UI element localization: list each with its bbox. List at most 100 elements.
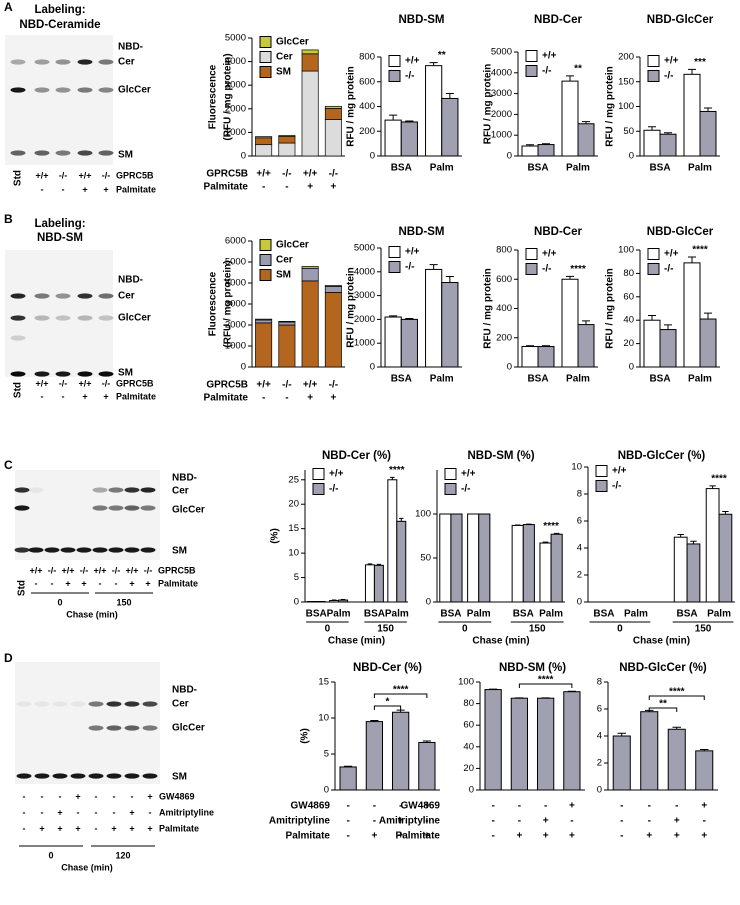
y-tick-label: 8 — [597, 677, 602, 688]
legend-swatch — [388, 261, 401, 273]
legend-label: -/- — [405, 71, 414, 82]
bar-segment — [324, 285, 342, 287]
x-tick-label: BSA — [513, 609, 534, 620]
y-axis-label: RFU / mg protein — [483, 64, 494, 145]
y-axis-label: RFU / mg protein — [346, 66, 357, 147]
legend-swatch — [647, 248, 660, 260]
error-bar — [648, 315, 656, 321]
y-tick-label: 40 — [623, 315, 634, 326]
band-label: NBD- — [172, 473, 197, 484]
condition-label: -/- — [329, 380, 338, 391]
condition-label: - — [41, 391, 44, 401]
condition-label: + — [398, 816, 404, 827]
significance-label: **** — [570, 264, 586, 275]
condition-label: +/+ — [35, 378, 48, 388]
bar — [563, 691, 581, 791]
bar-segment — [255, 136, 273, 139]
chart-title: NBD-SM (%) — [499, 662, 566, 674]
blot-band — [34, 773, 50, 779]
x-tick-label: Palm — [327, 609, 351, 620]
significance-label: **** — [692, 245, 708, 256]
blot-band — [77, 371, 93, 377]
error-bar — [526, 345, 534, 347]
x-tick-label: Palm — [430, 374, 454, 385]
blot-band — [52, 773, 68, 779]
x-tick-label: Palm — [566, 163, 590, 174]
bar-segment — [324, 286, 342, 293]
group-title: Chase (min) — [328, 636, 385, 647]
band-label: Cer — [172, 699, 189, 710]
condition-label: + — [65, 578, 70, 588]
significance-bracket — [518, 683, 573, 688]
condition-label: - — [95, 791, 98, 801]
error-bar — [542, 541, 549, 544]
blot-band — [34, 59, 50, 65]
y-tick-label: 100 — [618, 245, 634, 256]
condition-label: - — [425, 816, 428, 827]
x-tick-label: BSA — [527, 374, 548, 385]
condition-label: - — [41, 184, 44, 194]
error-bar — [648, 126, 656, 131]
x-tick-label: Palm — [688, 163, 712, 174]
group-title: Chase (min) — [633, 636, 690, 647]
error-bar — [566, 275, 574, 280]
y-tick-label: 0 — [469, 785, 474, 796]
chart-title: NBD-GlcCer (%) — [618, 450, 706, 462]
condition-name: Palmitate — [204, 393, 249, 404]
condition-label: + — [103, 391, 108, 401]
y-tick-label: 5 — [294, 572, 299, 583]
condition-label: + — [424, 801, 430, 812]
error-bar — [370, 720, 379, 722]
y-tick-label: 2000 — [225, 320, 246, 331]
legend-swatch — [595, 480, 608, 492]
blot-band — [10, 293, 26, 299]
y-tick-label: 100 — [618, 101, 634, 112]
blot-band — [55, 371, 71, 377]
legend-swatch — [388, 70, 401, 82]
blot-band — [70, 773, 86, 779]
legend-label: SM — [276, 67, 291, 78]
bar — [339, 766, 357, 791]
chart-title: NBD-Cer — [534, 14, 582, 26]
condition-label: +/+ — [78, 170, 91, 180]
condition-label: - — [62, 391, 65, 401]
blot-band — [98, 150, 114, 156]
chart-title: NBD-Cer (%) — [353, 662, 422, 674]
blot-band — [34, 315, 50, 321]
bar — [683, 262, 701, 368]
panel-label: C — [4, 458, 13, 472]
blot-band — [88, 773, 104, 779]
condition-label: -/- — [282, 380, 291, 391]
condition-label: - — [620, 831, 623, 842]
blot-band — [98, 59, 114, 65]
bar-segment — [301, 49, 319, 55]
y-tick-label: 10 — [318, 713, 329, 724]
error-bar — [445, 276, 454, 283]
band-label: SM — [172, 772, 187, 783]
condition-label: -/- — [80, 565, 89, 575]
y-tick-label: 200 — [496, 332, 512, 343]
x-tick-label: BSA — [306, 609, 327, 620]
condition-label: + — [147, 823, 152, 833]
condition-label: + — [701, 831, 707, 842]
legend-swatch — [525, 248, 538, 260]
significance-label: **** — [389, 465, 405, 476]
significance-label: **** — [669, 687, 685, 698]
y-tick-label: 100 — [458, 677, 474, 688]
y-tick-label: 4 — [597, 731, 602, 742]
blot-band — [55, 87, 71, 93]
condition-name: Palmitate — [116, 391, 156, 401]
group-label: 150 — [529, 624, 546, 635]
y-tick-label: 800 — [359, 52, 375, 63]
bar — [418, 741, 436, 791]
legend-swatch — [647, 55, 660, 67]
error-bar — [344, 765, 353, 767]
condition-label: + — [57, 807, 62, 817]
condition-label: +/+ — [303, 169, 318, 180]
y-tick-label: 0 — [241, 362, 246, 373]
band-label: Cer — [172, 486, 189, 497]
condition-label: - — [51, 578, 54, 588]
condition-label: - — [113, 807, 116, 817]
bar — [659, 133, 677, 157]
y-tick-label: 0 — [629, 362, 634, 373]
